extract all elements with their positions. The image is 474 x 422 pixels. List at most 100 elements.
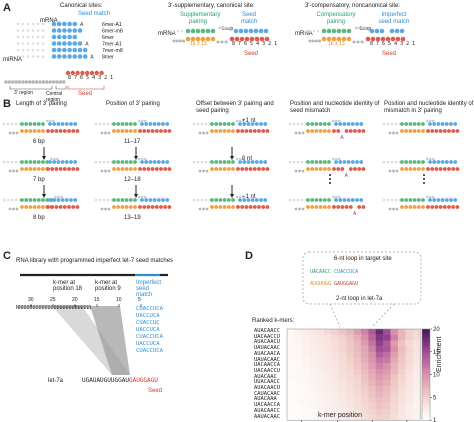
nucleotide-dot (120, 122, 125, 126)
nucleotide-dot (322, 160, 327, 164)
heatmap-cell (383, 403, 391, 409)
nucleotide-dot (163, 205, 168, 209)
heatmap-cell (301, 351, 310, 358)
nucleotide-dot (334, 119, 338, 123)
nucleotide-dot (236, 167, 240, 171)
nucleotide-dot (248, 205, 253, 209)
nucleotide-dot (238, 119, 242, 123)
nucleotide-dot (449, 122, 453, 126)
nucleotide-dot (56, 160, 61, 164)
heatmap-cell (353, 363, 362, 370)
nucleotide-dot (390, 36, 396, 42)
nucleotide-dot (395, 131, 399, 135)
heatmap-cell (375, 340, 384, 347)
nucleotide-dot (428, 195, 432, 199)
heatmap-cell (338, 414, 347, 421)
nucleotide-dot (196, 198, 200, 202)
nucleotide-dot (421, 160, 425, 164)
nucleotide-dot (254, 160, 259, 164)
nucleotide-dot (200, 122, 204, 126)
nucleotide-dot (196, 122, 200, 126)
nucleotide-dot (45, 198, 50, 202)
c-tick-30: 30 (28, 297, 34, 303)
nucleotide-dot (431, 195, 435, 199)
nucleotide-dot (298, 207, 301, 211)
ranked-kmer: UACAACCA (254, 402, 280, 409)
supp-loop-label: Loop (222, 26, 234, 32)
heatmap-cell (301, 380, 310, 387)
colorbar-segment (422, 360, 430, 364)
nucleotide-dot (100, 131, 104, 135)
heatmap-cell (390, 414, 399, 421)
nucleotide-dot (77, 28, 83, 33)
nucleotide-dot (28, 80, 32, 84)
heatmap-cell (294, 363, 302, 370)
heatmap-cell (368, 346, 376, 352)
ranked-kmer: UACAACCU (254, 367, 280, 374)
nucleotide-dot (400, 198, 404, 202)
nucleotide-dot (432, 198, 437, 202)
heatmap-cell (412, 391, 421, 398)
colorbar-segment (422, 408, 430, 412)
nucleotide-dot (148, 122, 153, 126)
d-inset-bottom-label: 2-nt loop in let-7a (336, 296, 383, 302)
nucleotide-dot (361, 167, 366, 171)
nucleotide-dot (322, 167, 327, 171)
nucleotide-dot (394, 122, 398, 126)
heatmap-cell (316, 374, 325, 381)
nucleotide-dot (314, 160, 319, 164)
nucleotide-dot (453, 198, 458, 202)
nucleotide-dot (46, 205, 50, 209)
nucleotide-dot (222, 198, 227, 202)
nucleotide-dot (357, 26, 361, 30)
nucleotide-dot (98, 160, 102, 164)
heatmap-cell (346, 374, 354, 381)
nucleotide-dot (112, 205, 116, 209)
nucleotide-dot (133, 198, 137, 202)
nucleotide-dot (226, 129, 231, 133)
nucleotide-dot (28, 122, 33, 126)
nucleotide-dot (120, 129, 125, 133)
heatmap-cell (361, 386, 369, 392)
colorbar-segment (422, 344, 430, 348)
nucleotide-dot (350, 160, 355, 164)
nucleotide-dot (54, 205, 59, 209)
nucleotide-dot (353, 167, 357, 171)
b-schematic (94, 157, 172, 173)
heatmap-cell (353, 329, 362, 335)
heatmap-cell (405, 386, 413, 392)
a1-letter: A (90, 55, 94, 61)
ellipsis-dot (329, 178, 331, 180)
heatmap-cell (324, 363, 332, 370)
b-title-position: Position of 3′ pairing (106, 101, 160, 107)
nucleotide-dot (314, 198, 319, 202)
ellipsis-dot (423, 178, 425, 180)
heatmap-cell (287, 329, 295, 335)
nucleotide-dot (41, 29, 45, 32)
heatmap-cell (324, 340, 332, 347)
nucleotide-dot (340, 167, 345, 171)
heatmap-cell (412, 357, 421, 364)
nucleotide-dot (21, 35, 25, 39)
nucleotide-dot (306, 167, 310, 171)
nucleotide-dot (94, 122, 98, 126)
nucleotide-dot (425, 157, 429, 161)
c-kmer: CUACCUCA (136, 348, 163, 354)
nucleotide-dot (41, 22, 45, 26)
nucleotide-dot (322, 122, 327, 126)
heatmap-cell (361, 368, 369, 375)
nucleotide-dot (202, 131, 205, 135)
nucleotide-dot (442, 205, 447, 209)
heatmap-cell (368, 408, 376, 415)
nucleotide-dot (338, 198, 343, 202)
nucleotide-dot (408, 122, 413, 126)
heatmap-cell (331, 346, 339, 352)
nucleotide-dot (235, 195, 239, 199)
heatmap-cell (405, 346, 413, 352)
nucleotide-dot (62, 47, 67, 53)
colorbar-segment (422, 395, 430, 398)
nucleotide-dot (98, 198, 102, 202)
nucleotide-dot (94, 160, 98, 164)
nucleotide-dot (428, 119, 432, 123)
heatmap-cell (375, 408, 384, 415)
